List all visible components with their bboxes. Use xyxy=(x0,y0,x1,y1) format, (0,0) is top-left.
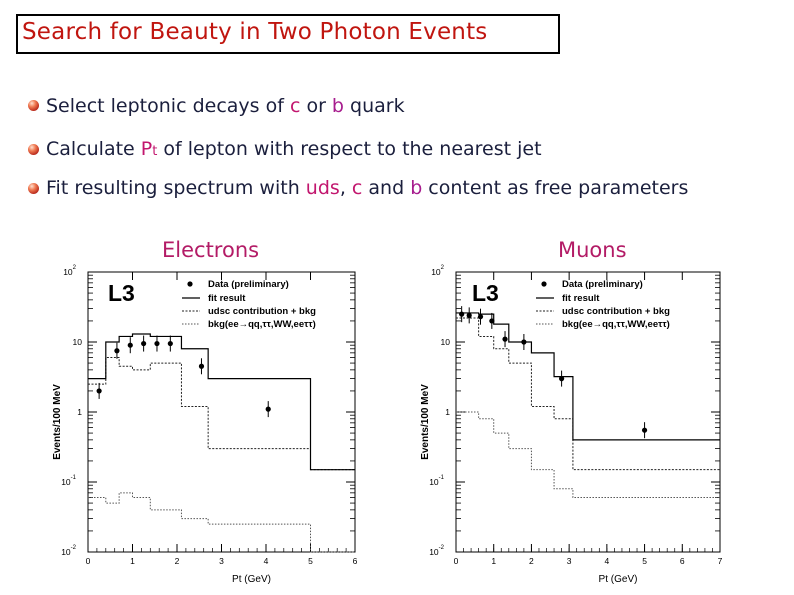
electrons-plot: 102 10 1 10-1 10-2 0 1 2 3 4 5 6 Pt (GeV) Events/100 … xyxy=(52,265,358,585)
x-tick-label: 2 xyxy=(529,556,534,566)
x-axis-label: Pt (GeV) xyxy=(232,574,271,585)
bullet-3-post: content as free parameters xyxy=(422,177,689,199)
y-tick-label: 10 xyxy=(73,337,83,347)
legend-data-marker xyxy=(187,281,193,287)
bullet-icon xyxy=(28,144,39,155)
data-point xyxy=(559,376,565,382)
l3-logo: L3 xyxy=(108,280,135,306)
y-tick-label: 10-1 xyxy=(61,475,76,487)
x-tick-label: 4 xyxy=(604,556,609,566)
data-point xyxy=(502,336,508,342)
l3-logo: L3 xyxy=(472,280,499,306)
legend-bkg-label: bkg(ee→qq,ττ,WW,eeττ) xyxy=(208,319,316,330)
muons-label: Muons xyxy=(558,238,627,262)
data-point xyxy=(114,348,120,354)
bullet-line-1: Select leptonic decays of c or b quark xyxy=(46,95,405,117)
y-axis-label: Events/100 MeV xyxy=(420,384,431,460)
data-point xyxy=(141,340,147,347)
fit-histogram xyxy=(456,312,720,441)
x-tick-label: 1 xyxy=(130,556,135,566)
x-tick-label: 6 xyxy=(353,556,358,566)
y-tick-label: 1 xyxy=(77,407,82,417)
x-tick-label: 3 xyxy=(567,556,572,566)
udsc-histogram xyxy=(88,357,355,471)
x-tick-label: 1 xyxy=(491,556,496,566)
x-tick-label: 4 xyxy=(264,556,269,566)
bullet-line-3: Fit resulting spectrum with uds, c and b… xyxy=(46,177,688,199)
data-point xyxy=(265,406,271,412)
y-tick-label: 1 xyxy=(445,407,450,417)
y-tick-label: 10-1 xyxy=(429,475,444,487)
data-point xyxy=(154,340,160,347)
data-point xyxy=(521,339,527,345)
bullet-1-post: quark xyxy=(343,95,405,117)
x-tick-label: 0 xyxy=(454,556,459,566)
legend-fit-label: fit result xyxy=(562,293,600,304)
legend-data-label: Data (preliminary) xyxy=(562,279,643,290)
x-axis-label: Pt (GeV) xyxy=(599,574,638,585)
bullet-3-text: Fit resulting spectrum with xyxy=(46,177,306,199)
fit-histogram xyxy=(88,333,355,471)
x-tick-label: 6 xyxy=(680,556,685,566)
bullet-line-2: Calculate Pt of lepton with respect to t… xyxy=(46,138,542,160)
x-tick-label: 5 xyxy=(642,556,647,566)
data-point xyxy=(167,340,173,347)
bullet-3-and: and xyxy=(362,177,411,199)
data-point xyxy=(641,427,648,433)
bullet-2-text: Calculate xyxy=(46,138,141,160)
data-point xyxy=(96,388,102,394)
bullet-icon xyxy=(28,100,39,111)
data-point xyxy=(466,312,472,318)
y-tick-label: 102 xyxy=(63,265,76,277)
bullet-2-post: of lepton with respect to the nearest je… xyxy=(157,138,542,160)
x-tick-label: 5 xyxy=(308,556,313,566)
bullet-1-b: b xyxy=(331,95,344,117)
muons-plot: 102 10 1 10-1 10-2 0 1 2 3 4 5 6 7 Pt (GeV) Events/100… xyxy=(420,265,723,585)
bullet-1-or: or xyxy=(300,95,332,117)
bkg-histogram xyxy=(88,492,355,553)
legend-udsc-label: udsc contribution + bkg xyxy=(208,306,316,317)
x-tick-label: 2 xyxy=(175,556,180,566)
x-tick-label: 7 xyxy=(718,556,723,566)
y-tick-label: 102 xyxy=(431,265,444,277)
electrons-label: Electrons xyxy=(162,238,260,262)
y-tick-label: 10 xyxy=(441,337,451,347)
bullet-3-uds: uds xyxy=(305,177,340,199)
bullet-1-text: Select leptonic decays of xyxy=(46,95,290,117)
y-axis-label: Events/100 MeV xyxy=(52,384,63,460)
y-tick-label: 10-2 xyxy=(429,545,444,557)
legend-data-label: Data (preliminary) xyxy=(208,279,289,290)
bullet-1-c: c xyxy=(289,95,301,117)
udsc-histogram xyxy=(456,317,720,471)
data-point xyxy=(459,311,465,317)
bullet-3-b: b xyxy=(410,177,423,199)
x-tick-label: 0 xyxy=(86,556,91,566)
data-point xyxy=(198,363,205,369)
y-tick-label: 10-2 xyxy=(61,545,76,557)
bullet-3-c: c xyxy=(351,177,363,199)
bkg-histogram xyxy=(456,411,720,499)
legend-data-marker xyxy=(541,281,547,287)
legend-bkg-label: bkg(ee→qq,ττ,WW,eeττ) xyxy=(562,319,670,330)
data-point xyxy=(127,342,133,348)
legend-udsc-label: udsc contribution + bkg xyxy=(562,306,670,317)
data-point xyxy=(477,314,484,320)
bullet-2-p: P xyxy=(140,138,153,160)
bullet-3-comma: , xyxy=(339,177,352,199)
x-tick-label: 3 xyxy=(219,556,224,566)
bullet-icon xyxy=(28,183,39,194)
legend-fit-label: fit result xyxy=(208,293,246,304)
bullet-2-sub: t xyxy=(152,144,158,159)
data-point xyxy=(489,318,495,324)
title-box: Search for Beauty in Two Photon Events xyxy=(16,14,560,54)
page-title: Search for Beauty in Two Photon Events xyxy=(22,19,488,45)
